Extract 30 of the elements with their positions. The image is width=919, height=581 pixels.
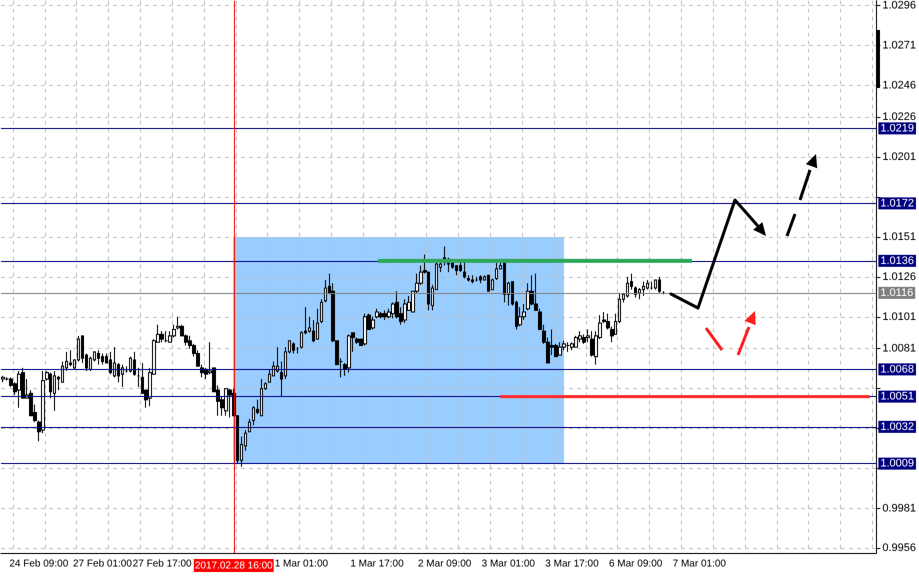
ref-line-label: 1.0136 xyxy=(880,254,914,267)
y-tick-label: 1.0151 xyxy=(882,230,916,243)
x-tick-label: 2017.02.28 16:00 xyxy=(194,560,274,572)
x-tick-label: 2 Mar 09:00 xyxy=(418,558,472,570)
ref-line-label: 1.0116 xyxy=(880,286,914,299)
y-tick-label: 1.0201 xyxy=(882,151,916,164)
x-tick-label: 1 Mar 17:00 xyxy=(350,558,404,570)
y-tick-label: 0.9981 xyxy=(882,502,916,514)
ref-line-label: 1.0051 xyxy=(880,390,914,403)
ref-line-label: 1.0032 xyxy=(880,420,914,433)
ref-line-label: 1.0172 xyxy=(880,197,914,210)
y-tick-label: 1.0246 xyxy=(882,79,916,92)
y-tick-label: 1.0271 xyxy=(882,39,916,52)
x-tick-label: 24 Feb 09:00 xyxy=(9,558,69,570)
ref-line-label: 1.0068 xyxy=(880,363,914,376)
ref-line-label: 1.0009 xyxy=(880,458,914,470)
x-tick-label: 3 Mar 01:00 xyxy=(482,558,536,570)
y-tick-label: 1.0101 xyxy=(882,310,916,323)
x-tick-label: 3 Mar 17:00 xyxy=(545,558,600,570)
y-tick-label: 1.0226 xyxy=(882,111,916,124)
y-tick-label: 1.0296 xyxy=(882,0,916,12)
ref-line-label: 1.0219 xyxy=(880,122,914,134)
x-tick-label: 7 Mar 01:00 xyxy=(672,558,726,570)
x-tick-label: 1 Mar 01:00 xyxy=(274,558,329,570)
y-tick-label: 0.9956 xyxy=(882,542,916,554)
y-tick-label: 1.0126 xyxy=(882,270,916,283)
x-tick-label: 6 Mar 09:00 xyxy=(608,558,663,570)
x-tick-label: 27 Feb 17:00 xyxy=(132,558,192,570)
y-tick-label: 1.0081 xyxy=(882,342,916,355)
x-tick-label: 27 Feb 01:00 xyxy=(72,558,132,570)
